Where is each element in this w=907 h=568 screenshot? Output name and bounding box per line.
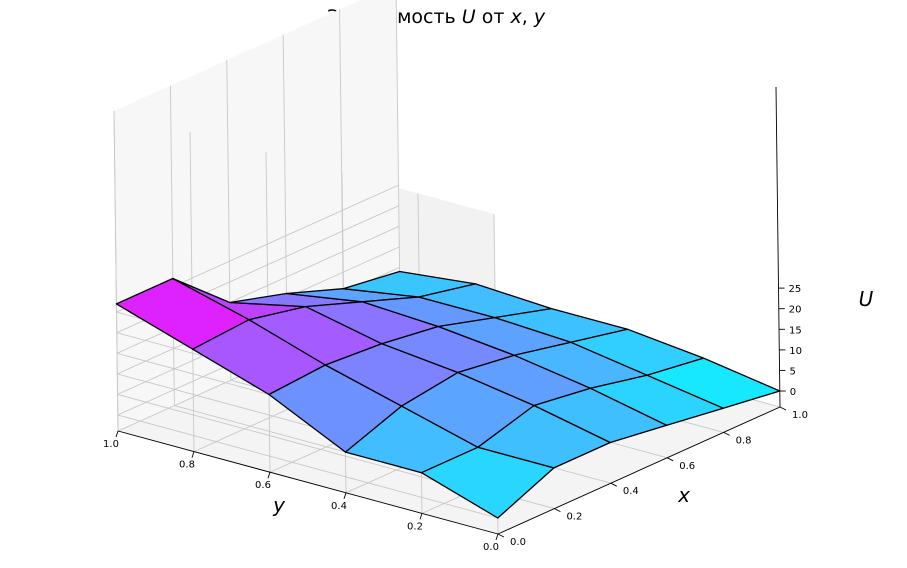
x-axis-label: x bbox=[677, 483, 690, 507]
x-axis-line bbox=[497, 406, 781, 535]
z-axis-line bbox=[775, 86, 781, 408]
y-tick-label: 1.0 bbox=[103, 439, 119, 450]
z-tick-label: 5 bbox=[790, 366, 796, 377]
title-var-u: U bbox=[462, 6, 476, 28]
y-axis-line bbox=[117, 430, 499, 535]
y-tick-label: 0.2 bbox=[407, 521, 423, 532]
x-tick-label: 0.6 bbox=[679, 461, 695, 472]
x-tick-mark bbox=[554, 508, 561, 513]
surface bbox=[115, 270, 781, 519]
x-tick-mark bbox=[723, 431, 730, 436]
x-tick-mark bbox=[497, 533, 505, 538]
x-tick-mark bbox=[666, 457, 674, 462]
z-tick-label: 25 bbox=[789, 284, 802, 295]
x-tick-label: 0.8 bbox=[736, 435, 752, 446]
grid-line-x-wall bbox=[169, 85, 175, 406]
axes-labels: x y U bbox=[272, 287, 874, 517]
grid-line-x-wall bbox=[395, 0, 401, 305]
z-tick-label: 10 bbox=[789, 346, 802, 357]
y-tick-mark bbox=[419, 513, 423, 520]
y-tick-label: 0.8 bbox=[179, 460, 195, 471]
title-var-y: y bbox=[533, 6, 546, 28]
y-tick-mark bbox=[267, 472, 271, 479]
y-tick-mark bbox=[115, 430, 119, 438]
y-axis-label: y bbox=[272, 493, 286, 517]
grid-line-z-wall-x0 bbox=[117, 414, 498, 519]
z-tick-label: 15 bbox=[789, 325, 802, 336]
y-tick-label: 0.4 bbox=[331, 501, 347, 512]
y-tick-label: 0.6 bbox=[255, 480, 271, 491]
y-tick-mark bbox=[343, 492, 347, 499]
z-tick-label: 0 bbox=[790, 387, 796, 398]
y-tick-mark bbox=[495, 533, 499, 541]
grid-line-y-wall bbox=[113, 110, 119, 432]
x-tick-label: 0.2 bbox=[566, 512, 582, 523]
axes-lines bbox=[117, 86, 781, 535]
z-axis-label: U bbox=[859, 287, 874, 311]
title-middle: от bbox=[476, 6, 511, 28]
z-tick-label: 20 bbox=[789, 305, 802, 316]
title-var-x: x bbox=[509, 6, 522, 28]
y-tick-mark bbox=[191, 451, 195, 458]
x-tick-mark bbox=[610, 482, 618, 487]
x-tick-label: 1.0 bbox=[792, 410, 808, 421]
y-tick-label: 0.0 bbox=[483, 542, 499, 553]
axes-ticks: 0.0 0.2 0.4 0.6 0.8 1.0 0.0 0.2 0.4 0.6 0.8 1.0 0 5 10… bbox=[103, 284, 808, 553]
x-tick-label: 0.0 bbox=[510, 537, 526, 548]
surface-cell bbox=[646, 357, 781, 409]
title-comma: , bbox=[522, 6, 534, 28]
x-tick-label: 0.4 bbox=[623, 486, 639, 497]
x-tick-mark bbox=[779, 406, 787, 411]
